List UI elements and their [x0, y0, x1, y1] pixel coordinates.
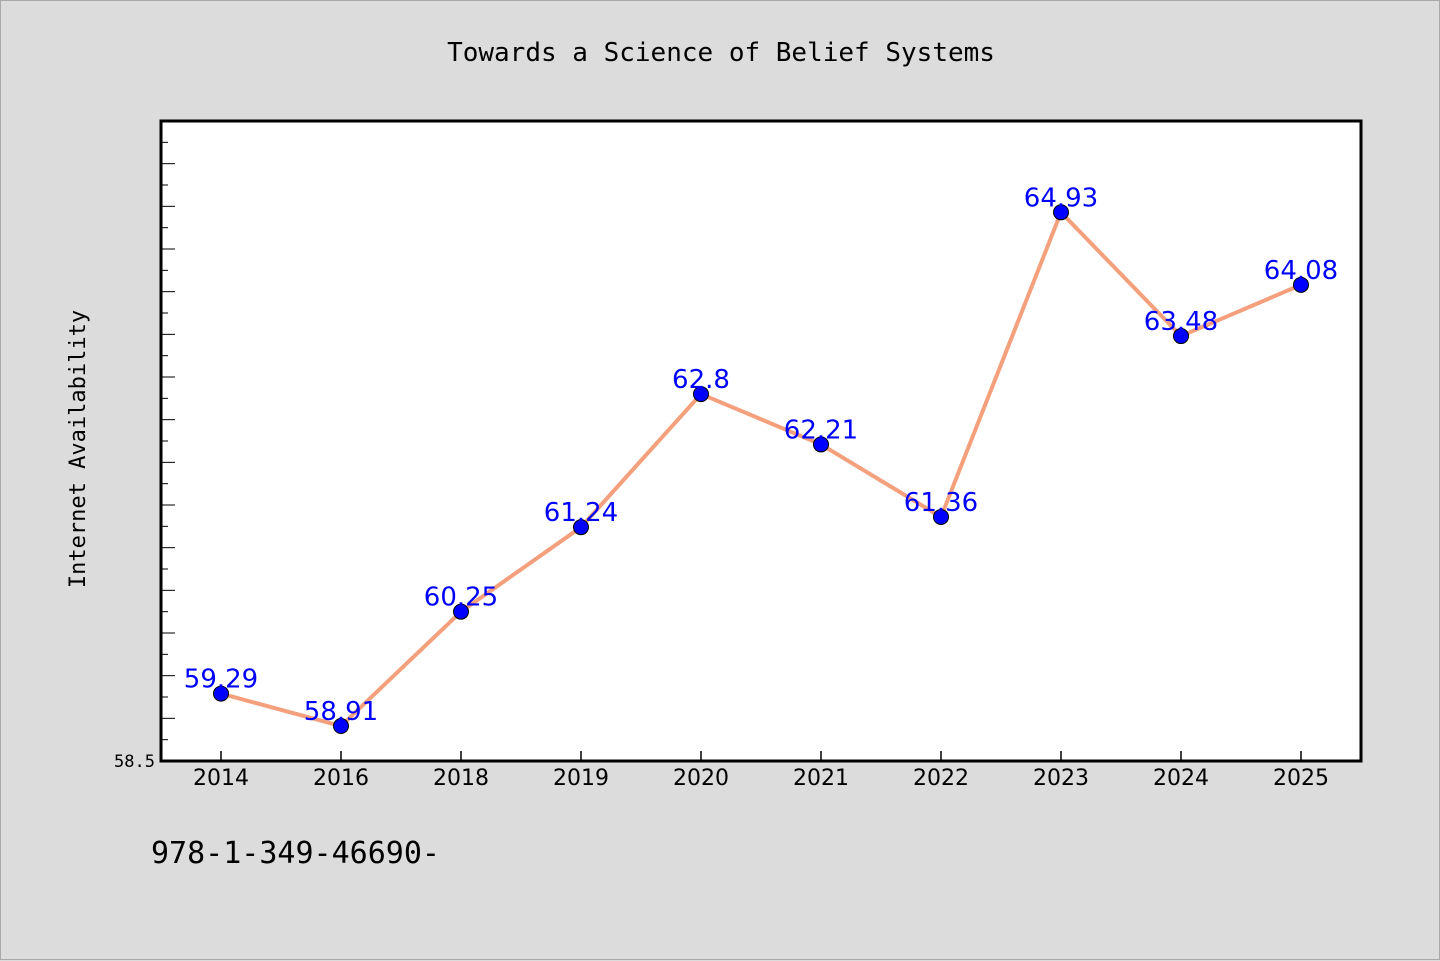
data-label: 62.8: [672, 365, 730, 395]
data-point-marker: [1173, 328, 1189, 345]
data-label: 60.25: [424, 583, 498, 613]
x-tick-label: 2024: [1153, 766, 1209, 791]
data-point-marker: [453, 603, 469, 620]
data-point-marker: [813, 436, 829, 453]
y-axis-min-label: 58.5: [114, 752, 155, 772]
y-axis-ticks: [161, 141, 175, 741]
x-tick-label: 2023: [1033, 766, 1089, 791]
data-point-marker: [213, 685, 229, 702]
x-tick-label: 2022: [913, 766, 969, 791]
data-point-marker: [1293, 276, 1309, 293]
y-axis-label: Internet Availability: [66, 310, 91, 588]
plot-area: [161, 121, 1361, 761]
x-axis-ticks: 2014 2016 2018 2019 2020 2021 2022 2023 2024 2025: [193, 751, 1329, 791]
data-point-marker: [933, 508, 949, 525]
data-label: 61.36: [904, 488, 978, 518]
data-label: 64.08: [1264, 256, 1338, 286]
x-tick-label: 2016: [313, 766, 369, 791]
data-point-marker: [573, 519, 589, 536]
x-tick-label: 2025: [1273, 766, 1329, 791]
data-label: 58.91: [304, 697, 378, 727]
data-label: 61.24: [544, 498, 618, 528]
series-line: [220, 210, 1302, 729]
data-label: 64.93: [1024, 183, 1098, 213]
data-label: 59.29: [184, 665, 258, 695]
plot-frame: [159, 119, 1363, 763]
series-layer: [213, 204, 1309, 735]
chart-title: Towards a Science of Belief Systems: [447, 38, 995, 68]
data-label: 62.21: [784, 415, 858, 445]
x-tick-label: 2018: [433, 766, 489, 791]
data-label: 63.48: [1144, 307, 1218, 337]
x-tick-label: 2019: [553, 766, 609, 791]
x-tick-label: 2014: [193, 766, 249, 791]
x-tick-label: 2021: [793, 766, 849, 791]
data-point-marker: [333, 718, 349, 735]
x-tick-label: 2020: [673, 766, 729, 791]
data-point-marker: [1053, 204, 1069, 221]
footer-text: 978-1-349-46690-: [151, 836, 440, 871]
data-point-marker: [693, 386, 709, 403]
data-labels: 59.29 58.91 60.25 61.24 62.8 62.21 61.36 64.93 6…: [184, 183, 1338, 727]
